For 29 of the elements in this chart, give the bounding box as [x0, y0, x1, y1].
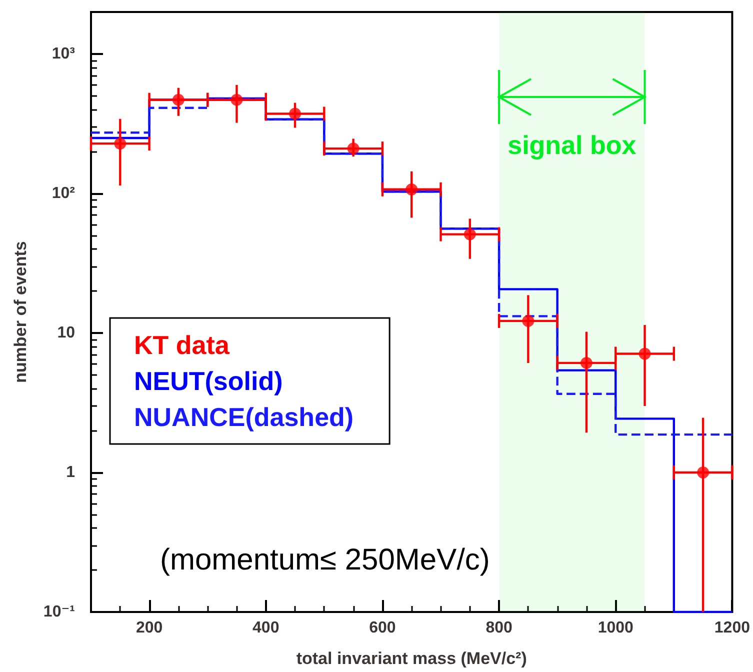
text: KT data: [134, 330, 230, 360]
x-tick-label: 600: [369, 620, 396, 636]
band-label: signal box: [508, 130, 637, 160]
point: [172, 94, 184, 106]
x-tick-label: 200: [136, 620, 163, 636]
point: [697, 466, 710, 478]
point: [347, 142, 360, 155]
point: [289, 108, 302, 120]
point: [406, 183, 418, 196]
text: NUANCE(dashed): [134, 402, 354, 432]
y-axis-title: number of events: [11, 241, 30, 383]
point: [638, 348, 651, 360]
point: [522, 314, 534, 327]
x-axis-title: total invariant mass (MeV/c²): [296, 649, 527, 668]
y-tick-label: 1: [66, 464, 76, 481]
y-tick-label: 10⁻¹: [43, 604, 75, 620]
y-tick-label: 10³: [52, 45, 75, 62]
x-tick-label: 800: [486, 620, 512, 636]
point: [230, 94, 243, 106]
text: NEUT(solid): [134, 366, 283, 396]
point: [580, 356, 592, 369]
y-tick-label: 10²: [52, 184, 75, 202]
point: [464, 228, 476, 240]
x-tick-label: 1200: [714, 620, 750, 636]
x-tick-label: 400: [252, 620, 280, 636]
annotation: (momentum≤ 250MeV/c): [160, 544, 490, 576]
point: [114, 138, 126, 150]
y-tick-label: 10: [57, 324, 76, 342]
x-tick-label: 1000: [598, 620, 634, 636]
